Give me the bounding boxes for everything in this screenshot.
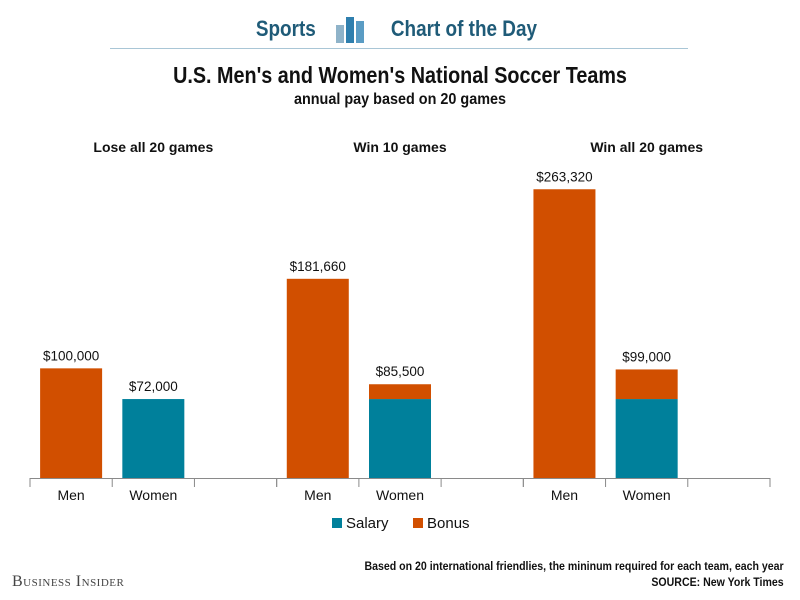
- bonus-bar: [369, 384, 431, 400]
- bar-value-label: $263,320: [536, 169, 592, 184]
- x-tick-label: Women: [129, 487, 177, 503]
- legend-label-bonus: Bonus: [427, 515, 470, 532]
- header-chart-of-the-day-label: Chart of the Day: [390, 16, 537, 41]
- legend-label-salary: Salary: [346, 515, 389, 532]
- x-tick-label: Women: [376, 487, 424, 503]
- bonus-bar: [615, 369, 678, 400]
- legend-swatch-bonus: [413, 518, 423, 528]
- x-tick-label: Men: [57, 487, 84, 503]
- x-tick-label: Men: [304, 487, 331, 503]
- legend-swatch-salary: [332, 518, 342, 528]
- salary-bar: [122, 399, 185, 478]
- bar-value-label: $85,500: [376, 364, 425, 379]
- footnote-note: Based on 20 international friendlies, th…: [364, 561, 784, 573]
- group-label: Win all 20 games: [590, 139, 703, 155]
- group-label: Win 10 games: [353, 139, 446, 155]
- x-tick-label: Women: [623, 487, 671, 503]
- bar-value-label: $100,000: [43, 348, 99, 363]
- salary-bar: [369, 399, 431, 478]
- business-insider-logo: Business Insider: [12, 573, 125, 590]
- bonus-bar: [533, 189, 596, 479]
- x-tick-label: Men: [551, 487, 578, 503]
- bar-value-label: $72,000: [129, 379, 178, 394]
- bonus-bar: [286, 278, 349, 478]
- bar-value-label: $181,660: [290, 259, 346, 274]
- header-sports-label: Sports: [256, 16, 316, 41]
- bonus-bar: [40, 368, 103, 478]
- salary-bar: [615, 399, 678, 478]
- footnote-source: SOURCE: New York Times: [651, 577, 784, 589]
- chart-header: Sports Chart of the Day: [0, 10, 800, 48]
- bar-chart-icon: [335, 17, 364, 43]
- bar-value-label: $99,000: [622, 349, 671, 364]
- header-divider: [110, 48, 688, 49]
- chart-title: U.S. Men's and Women's National Soccer T…: [173, 62, 627, 88]
- footnote: Based on 20 international friendlies, th…: [365, 559, 784, 591]
- group-label: Lose all 20 games: [93, 139, 213, 155]
- chart-subtitle: annual pay based on 20 games: [293, 91, 507, 108]
